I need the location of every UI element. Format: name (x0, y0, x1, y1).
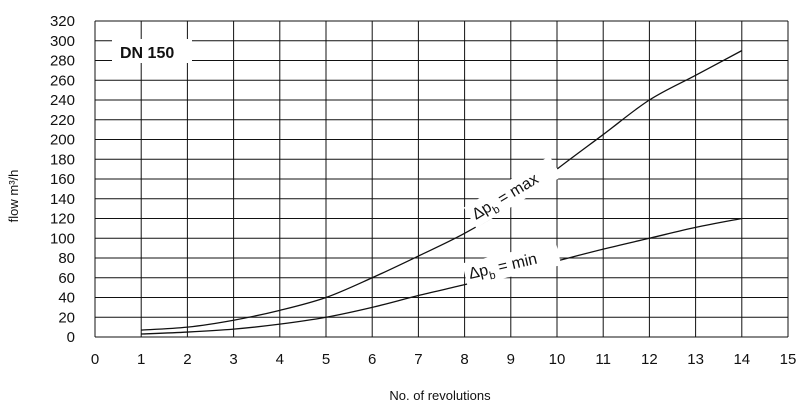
grid (94, 20, 789, 338)
x-tick-9: 9 (507, 351, 515, 368)
x-tick-10: 10 (549, 351, 566, 368)
y-tick-labels: 0 20 40 60 80 100 120 140 160 180 200 220 240 260 280 3… (50, 13, 75, 346)
x-tick-12: 12 (641, 351, 658, 368)
y-tick-260: 260 (50, 72, 75, 89)
series-label-min: Δpb = min (462, 241, 562, 287)
series-label-max-sub: b (491, 203, 502, 216)
dn-label-box: DN 150 (112, 39, 192, 63)
x-tick-8: 8 (460, 351, 468, 368)
y-tick-280: 280 (50, 53, 75, 70)
x-tick-1: 1 (137, 351, 145, 368)
y-tick-160: 160 (50, 171, 75, 188)
series-label-min-prefix: Δp (467, 262, 490, 283)
x-tick-15: 15 (780, 351, 797, 368)
y-tick-200: 200 (50, 132, 75, 149)
x-tick-6: 6 (368, 351, 376, 368)
x-tick-14: 14 (733, 351, 750, 368)
x-tick-5: 5 (322, 351, 330, 368)
dn-label: DN 150 (120, 45, 174, 62)
series-label-min-sub: b (488, 269, 497, 282)
x-tick-labels: 0 1 2 3 4 5 6 7 8 9 10 11 12 13 14 15 (91, 351, 797, 368)
series-lines (141, 50, 743, 335)
x-tick-11: 11 (595, 351, 611, 368)
series-label-max: Δpb = max (463, 155, 562, 229)
y-tick-140: 140 (50, 191, 75, 208)
x-axis-label: No. of revolutions (389, 388, 491, 403)
y-tick-240: 240 (50, 92, 75, 109)
y-tick-120: 120 (50, 211, 75, 228)
y-tick-220: 220 (50, 112, 75, 129)
y-tick-300: 300 (50, 33, 75, 50)
x-tick-0: 0 (91, 351, 99, 368)
y-tick-320: 320 (50, 13, 75, 30)
y-tick-40: 40 (58, 290, 75, 307)
y-tick-180: 180 (50, 151, 75, 168)
y-tick-20: 20 (58, 309, 75, 326)
series-line-max (141, 50, 743, 331)
x-tick-3: 3 (229, 351, 237, 368)
series-line-min (141, 217, 742, 335)
x-tick-4: 4 (276, 351, 284, 368)
y-tick-80: 80 (58, 250, 75, 267)
x-tick-7: 7 (414, 351, 422, 368)
x-tick-13: 13 (687, 351, 704, 368)
y-axis-label: flow m³/h (6, 170, 21, 223)
y-tick-60: 60 (58, 270, 75, 287)
y-tick-100: 100 (50, 230, 75, 247)
x-tick-2: 2 (183, 351, 191, 368)
y-tick-0: 0 (67, 329, 75, 346)
